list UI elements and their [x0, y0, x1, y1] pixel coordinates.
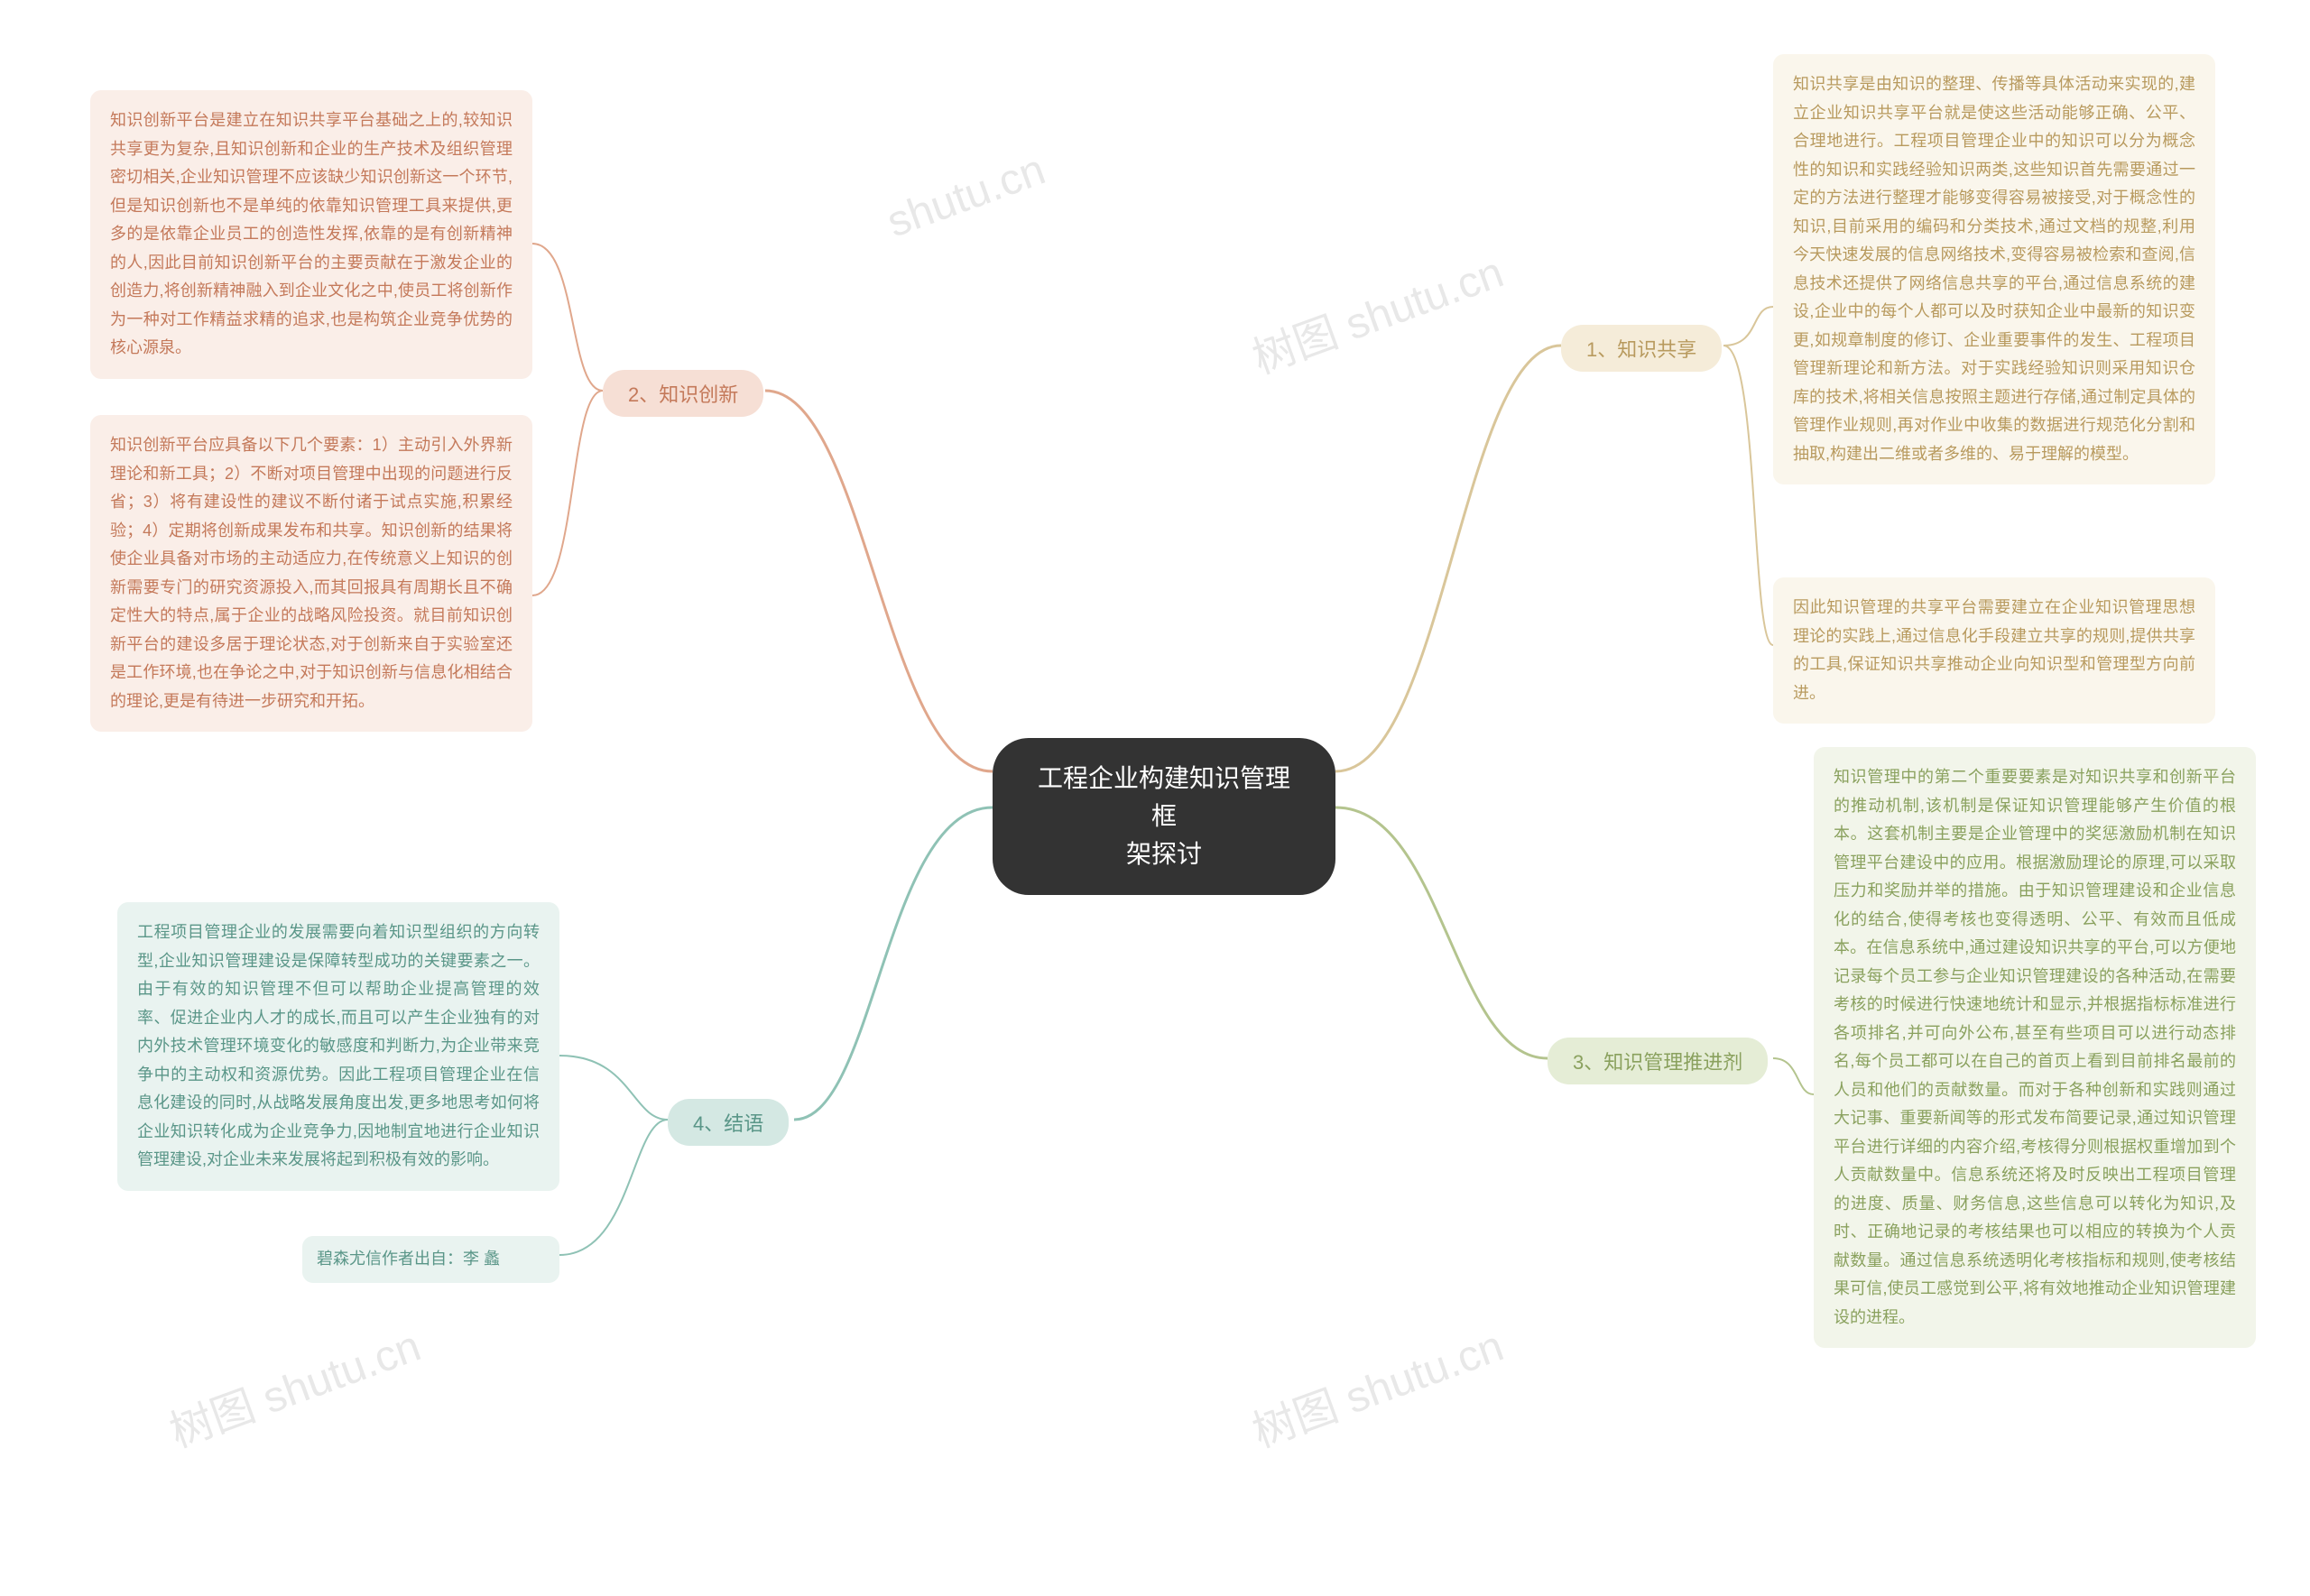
branch-2-leaf-1: 知识创新平台是建立在知识共享平台基础之上的,较知识共享更为复杂,且知识创新和企业…	[90, 90, 532, 379]
branch-3-label[interactable]: 3、知识管理推进剂	[1548, 1038, 1768, 1084]
center-title-line2: 架探讨	[1126, 840, 1202, 868]
branch-2-leaf-2: 知识创新平台应具备以下几个要素：1）主动引入外界新理论和新工具；2）不断对项目管…	[90, 415, 532, 732]
branch-3-leaf-1: 知识管理中的第二个重要要素是对知识共享和创新平台的推动机制,该机制是保证知识管理…	[1814, 747, 2256, 1348]
branch-4-leaf-1: 工程项目管理企业的发展需要向着知识型组织的方向转型,企业知识管理建设是保障转型成…	[117, 902, 559, 1191]
watermark: shutu.cn	[881, 145, 1051, 248]
branch-4-label[interactable]: 4、结语	[668, 1099, 789, 1146]
branch-1-leaf-2: 因此知识管理的共享平台需要建立在企业知识管理思想理论的实践上,通过信息化手段建立…	[1773, 577, 2215, 724]
branch-2-label[interactable]: 2、知识创新	[603, 370, 763, 417]
watermark: 树图 shutu.cn	[1243, 1310, 1511, 1459]
branch-1-leaf-1: 知识共享是由知识的整理、传播等具体活动来实现的,建立企业知识共享平台就是使这些活…	[1773, 54, 2215, 484]
branch-4-leaf-2: 碧森尤信作者出自：李 蠡	[302, 1236, 559, 1283]
branch-1-label[interactable]: 1、知识共享	[1561, 325, 1722, 372]
watermark: 树图 shutu.cn	[160, 1310, 428, 1459]
center-title-line1: 工程企业构建知识管理框	[1038, 764, 1290, 830]
center-node[interactable]: 工程企业构建知识管理框 架探讨	[993, 738, 1335, 895]
watermark: 树图 shutu.cn	[1243, 236, 1511, 385]
